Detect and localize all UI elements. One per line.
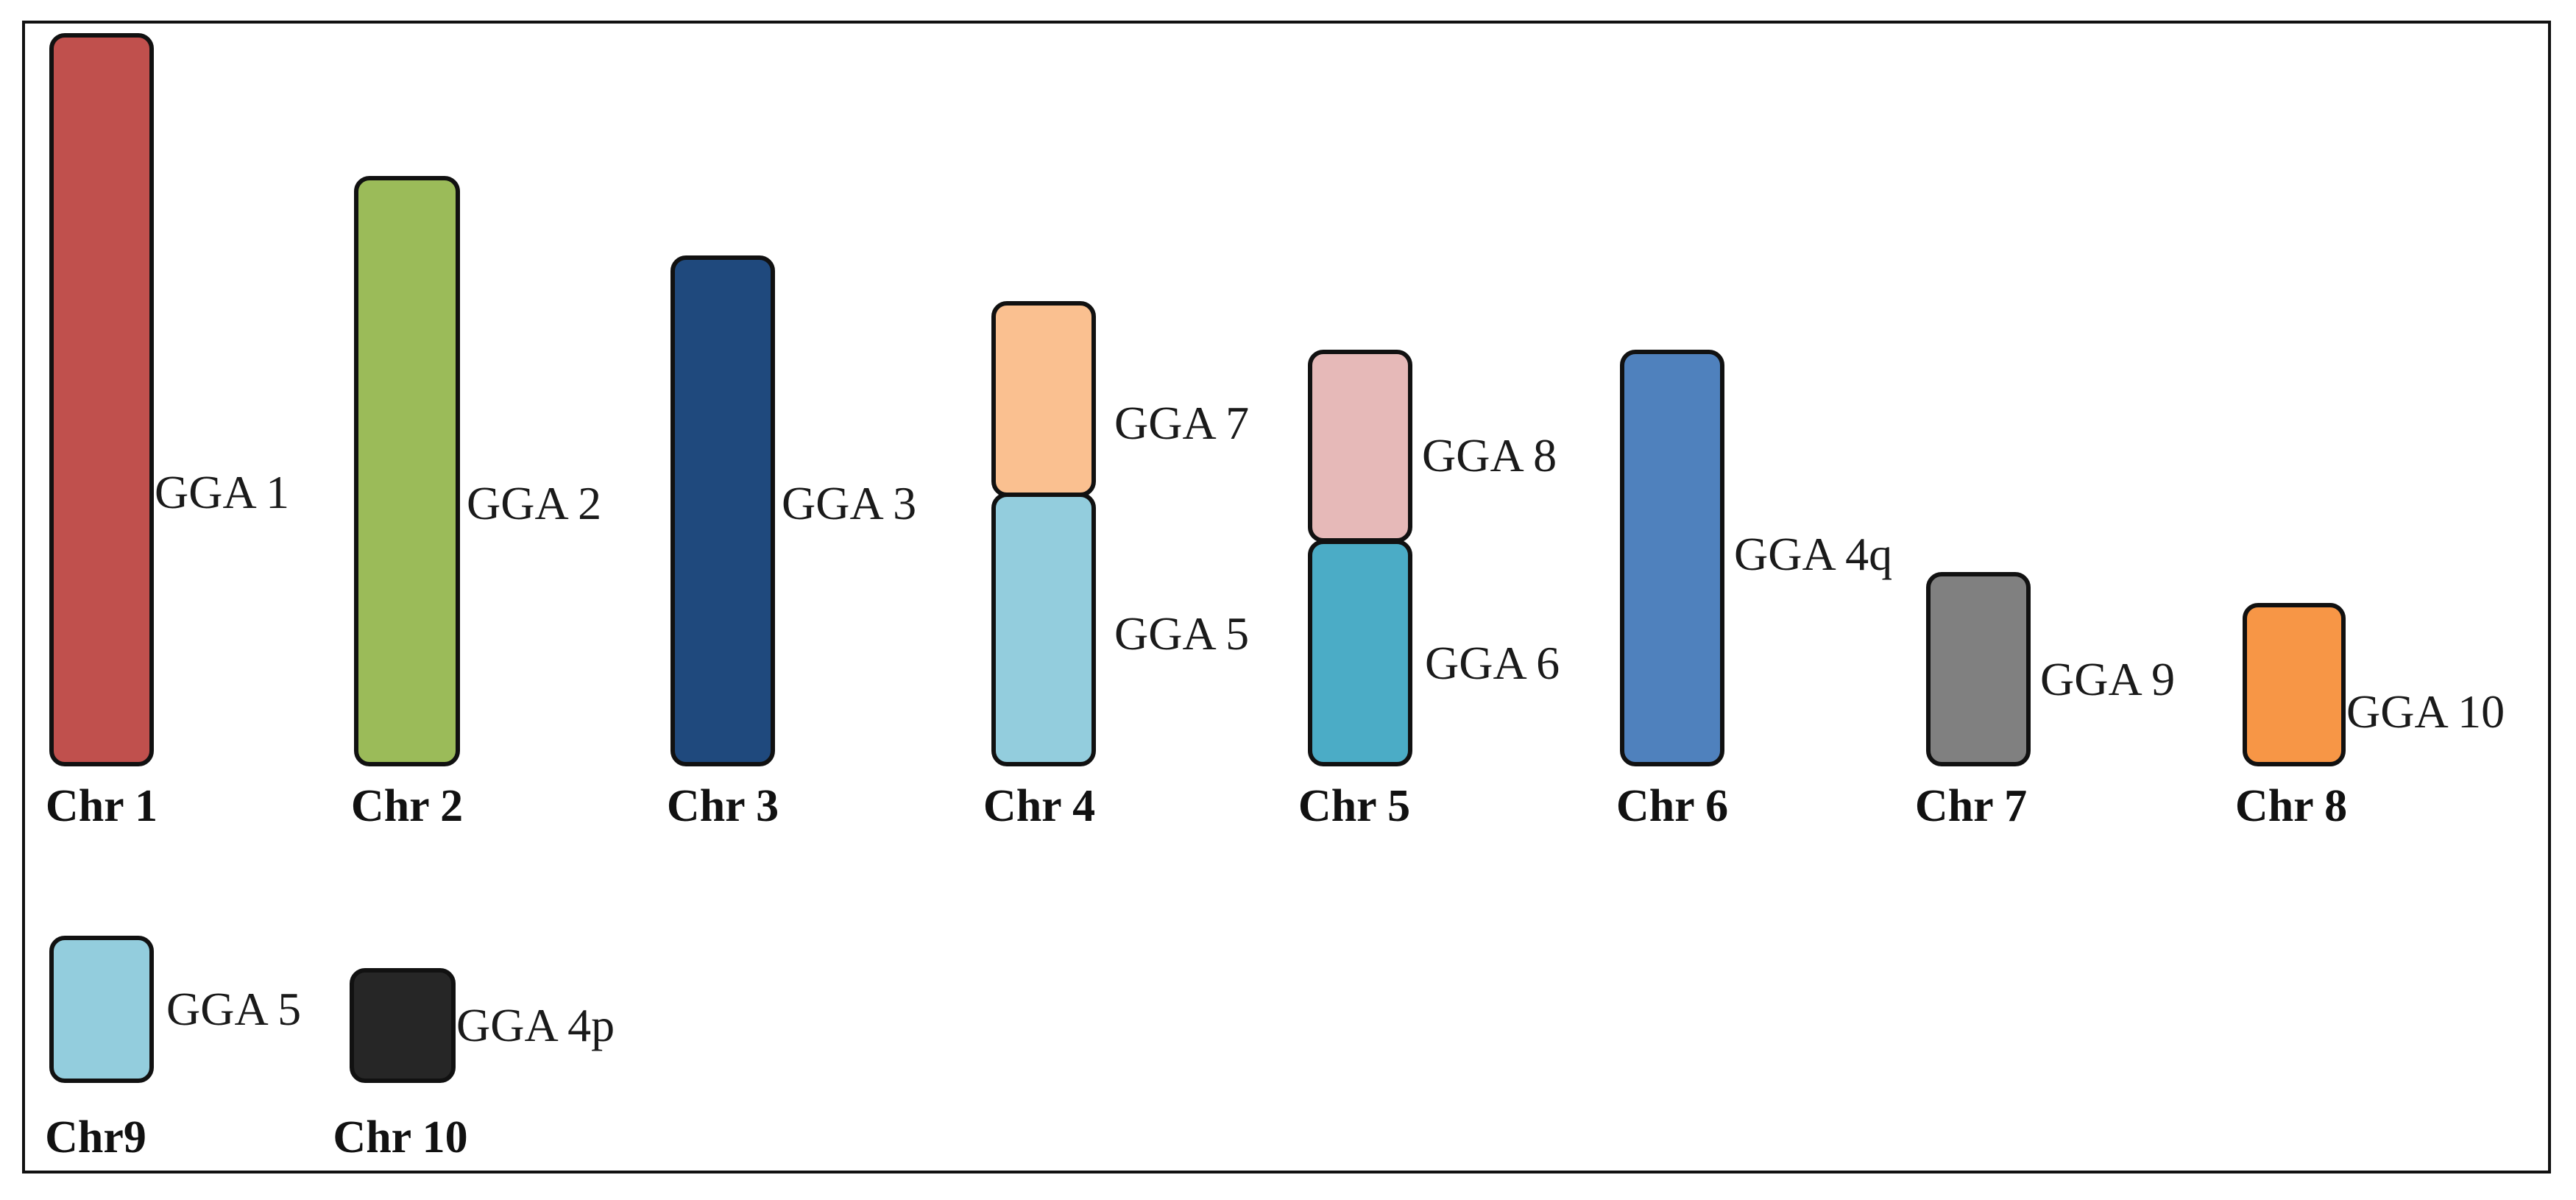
- chromosome-label-chr8: Chr 8: [2235, 781, 2347, 831]
- segment-label-gga3: GGA 3: [782, 477, 916, 529]
- segment-label-gga5: GGA 5: [1114, 607, 1249, 660]
- chromosome-label-chr9: Chr9: [45, 1112, 146, 1162]
- chromosome-chr1: GGA 1 Chr 1: [46, 33, 289, 831]
- segment-label-gga4q: GGA 4q: [1734, 528, 1892, 580]
- chromosome-label-chr7: Chr 7: [1915, 781, 2027, 831]
- chromosome-chr5: GGA 8 GGA 6 Chr 5: [1298, 350, 1560, 831]
- chromosome-label-chr6: Chr 6: [1616, 781, 1728, 831]
- segment-label-gga6: GGA 6: [1425, 637, 1560, 689]
- segment-gga5-chr9: [49, 936, 154, 1083]
- segment-label-gga10: GGA 10: [2346, 685, 2505, 738]
- segment-label-gga8: GGA 8: [1422, 429, 1557, 481]
- chromosome-label-chr1: Chr 1: [46, 781, 158, 831]
- chromosome-chr3: GGA 3 Chr 3: [667, 255, 916, 831]
- segment-gga2: [354, 176, 460, 766]
- chromosome-chr4: GGA 7 GGA 5 Chr 4: [983, 301, 1249, 831]
- chromosome-chr9: GGA 5 Chr9: [45, 936, 301, 1162]
- segment-label-gga2: GGA 2: [467, 477, 601, 529]
- chromosome-chr7: GGA 9 Chr 7: [1915, 572, 2175, 831]
- segment-gga1: [49, 33, 154, 766]
- segment-gga3: [670, 255, 775, 766]
- chromosome-label-chr10: Chr 10: [333, 1112, 467, 1162]
- segment-gga5: [991, 493, 1096, 766]
- segment-label-gga7: GGA 7: [1114, 397, 1249, 449]
- segment-gga8: [1308, 350, 1412, 543]
- chromosome-chr10: GGA 4p Chr 10: [333, 968, 615, 1162]
- segment-gga10: [2243, 603, 2346, 766]
- chromosome-label-chr5: Chr 5: [1298, 781, 1410, 831]
- segment-gga7: [991, 301, 1096, 497]
- segment-label-gga9: GGA 9: [2040, 653, 2175, 705]
- chromosome-label-chr4: Chr 4: [983, 781, 1095, 831]
- chromosome-chr8: GGA 10 Chr 8: [2235, 603, 2505, 831]
- chromosome-chr6: GGA 4q Chr 6: [1616, 350, 1892, 831]
- segment-label-gga5-chr9: GGA 5: [166, 983, 301, 1035]
- chromosome-label-chr3: Chr 3: [667, 781, 779, 831]
- chromosome-chr2: GGA 2 Chr 2: [351, 176, 601, 831]
- segment-label-gga4p: GGA 4p: [456, 999, 615, 1051]
- chromosome-label-chr2: Chr 2: [351, 781, 463, 831]
- segment-gga9: [1926, 572, 2031, 766]
- figure-frame: [22, 21, 2551, 1173]
- segment-label-gga1: GGA 1: [155, 466, 289, 518]
- segment-gga4p: [350, 968, 456, 1083]
- segment-gga4q: [1620, 350, 1724, 766]
- segment-gga6: [1308, 540, 1412, 766]
